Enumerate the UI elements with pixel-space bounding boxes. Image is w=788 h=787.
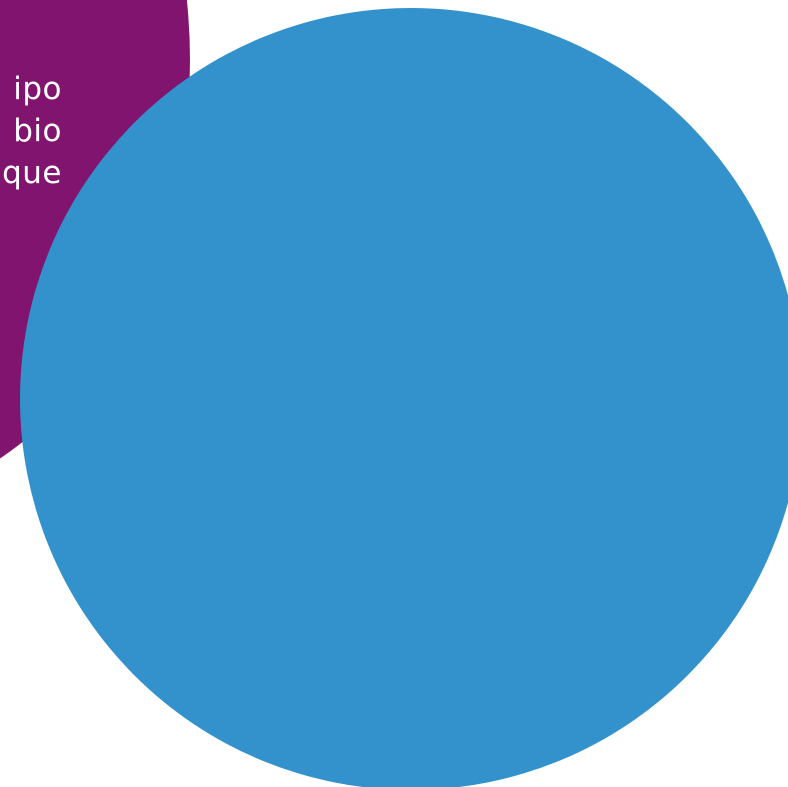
text-line-1: ipo xyxy=(13,71,62,107)
text-line-3: que xyxy=(2,155,62,191)
text-line-2: bio xyxy=(13,113,62,149)
blue-circle xyxy=(20,8,788,787)
clipped-text-block: ipo bio que xyxy=(0,68,62,194)
